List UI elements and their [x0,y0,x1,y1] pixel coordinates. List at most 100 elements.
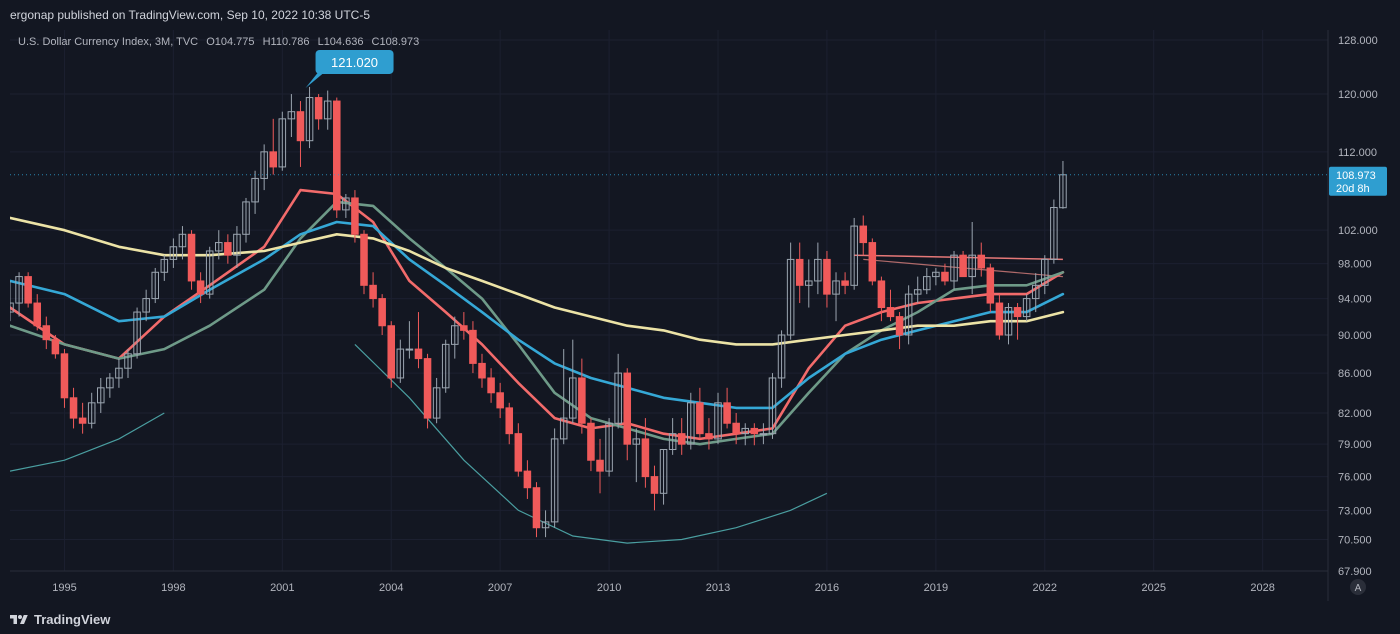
time-tick-label: 2013 [706,582,730,594]
candle-down [750,427,759,435]
candle-up [904,293,913,336]
candle-down [1013,307,1022,318]
candle-down [360,233,368,286]
high-callout-label: 121.020 [331,55,378,70]
candle-down [514,433,523,472]
candle-down [959,254,967,278]
candle-down [587,422,595,461]
candle-up [1004,307,1013,336]
candle-up [278,118,287,168]
publisher-info: ergonap published on TradingView.com, Se… [10,8,371,22]
time-tick-label: 2016 [815,582,839,594]
candle-up [714,402,722,440]
candle-up [559,417,568,440]
candle-up [432,387,441,419]
axes: 128.000 120.000 112.000 102.000 98.000 94.000… [10,30,1378,601]
tradingview-brand[interactable]: TradingView [10,612,110,627]
current-price-value: 108.973 [1336,170,1376,182]
candle-up [396,348,405,379]
candle-down [696,402,704,435]
candle-up [668,433,677,451]
candle-down [677,433,686,445]
candle-up [251,177,259,203]
candle-up [97,387,105,404]
candle-up [160,258,169,273]
candle-up [777,334,786,379]
candle-up [133,311,141,355]
candle-up [205,250,214,295]
candle-down [532,487,541,529]
candle-up [541,521,550,529]
close-label: C [371,36,380,48]
candle-up [932,271,940,278]
candle-down [414,348,423,360]
time-tick-label: 1998 [161,582,185,594]
time-tick-label: 2007 [488,582,512,594]
candle-down [487,377,495,394]
candle-up [169,246,178,260]
candle-down [886,307,895,318]
current-price-tag [1329,166,1387,196]
price-tick-label: 128.000 [1338,35,1378,47]
candle-up [441,343,450,389]
candle-up [569,377,577,419]
candle-down [496,392,504,409]
candle-down [296,111,305,142]
low-label: L [317,36,324,48]
candle-up [405,348,414,351]
candle-up [260,151,268,179]
price-tick-label: 70.500 [1338,535,1372,547]
candle-up [786,258,795,336]
candle-down [795,258,804,286]
candle-down [51,339,60,355]
candle-down [69,397,78,419]
top-bar: ergonap published on TradingView.com, Se… [0,0,1400,30]
candle-up [106,377,114,389]
chart-area[interactable]: 128.000 120.000 112.000 102.000 98.000 94.000… [10,30,1390,604]
bar-countdown: 20d 8h [1336,183,1370,195]
candle-up [1031,284,1040,300]
candle-down [469,329,477,364]
time-tick-label: 2001 [270,582,294,594]
candle-up [151,271,160,300]
candle-up [768,377,777,435]
candle-up [759,433,768,436]
time-tick-label: 2004 [379,582,403,594]
candlestick-chart[interactable]: 128.000 120.000 112.000 102.000 98.000 94.000… [10,30,1390,604]
time-tick-label: 2022 [1033,582,1057,594]
candle-up [287,111,296,120]
candle-up [142,298,150,313]
candle-down [868,242,877,282]
candle-down [650,476,659,494]
candle-up [632,438,641,445]
high-label: H [262,36,271,48]
resistance-line [854,254,1063,261]
candle-up [605,422,613,472]
candle-up [342,197,350,211]
candle-down [269,151,278,168]
candle-down [941,271,949,282]
candle-up [950,254,958,282]
price-tick-label: 94.000 [1338,294,1372,306]
candle-down [859,225,868,244]
candle-down [24,276,32,304]
candle-down [623,372,632,445]
price-tick-label: 102.000 [1338,225,1378,237]
candle-down [42,325,51,341]
auto-scale-label: A [1355,583,1362,594]
candle-up [323,100,332,120]
candle-down [523,470,532,489]
candle-down [505,407,514,435]
price-tick-label: 98.000 [1338,259,1372,271]
candle-up [805,280,813,286]
candle-up [233,233,241,256]
auto-scale-button [1350,579,1366,595]
candle-down [224,242,232,256]
chart-legend: U.S. Dollar Currency Index, 3M, TVC O104… [18,36,419,48]
candle-up [1050,206,1058,260]
open-label: O [206,36,215,48]
candle-up [550,438,559,523]
candle-down [460,325,468,331]
tradingview-logo-icon [10,614,28,624]
candle-up [178,233,187,248]
